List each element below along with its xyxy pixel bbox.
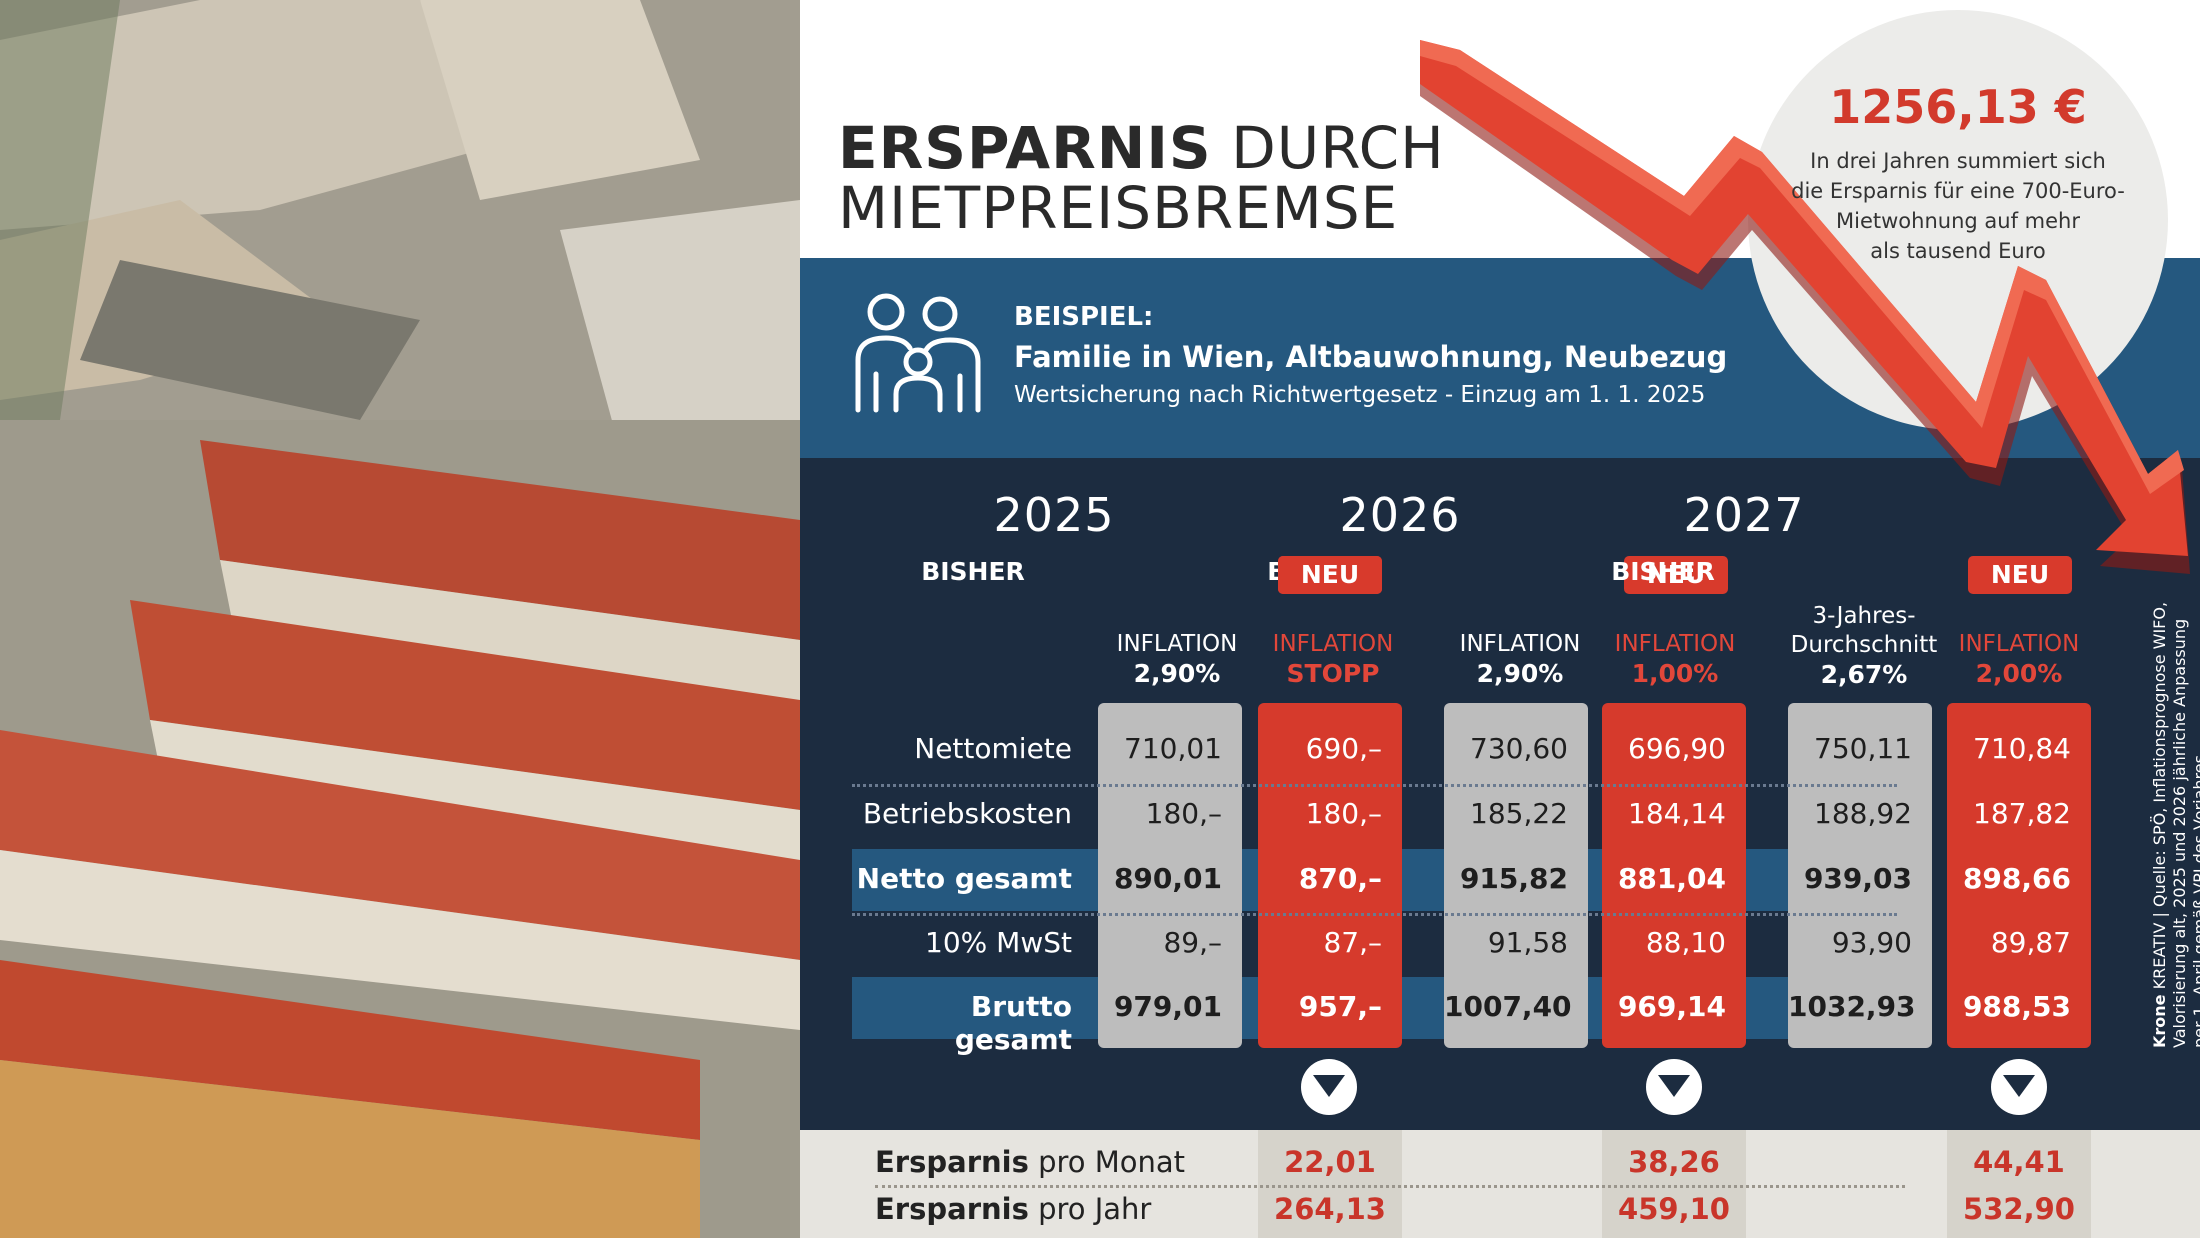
row-separator: [852, 784, 1897, 787]
table-cell: 93,90: [1831, 926, 1912, 959]
savings-monthly-2027: 44,41: [1973, 1145, 2065, 1179]
savings-yearly-label: Ersparnis pro Jahr: [875, 1192, 1152, 1226]
savings-column-2025: [1258, 1130, 1402, 1238]
inflation-neu-2026: INFLATION 1,00%: [1614, 631, 1736, 688]
row-label-betriebskosten: Betriebskosten: [862, 797, 1072, 830]
inflation-bisher-2026: INFLATION 2,90%: [1459, 631, 1581, 688]
page-title: ERSPARNIS DURCH MIETPREISBREMSE: [838, 114, 1445, 242]
table-cell: 696,90: [1628, 732, 1726, 765]
savings-yearly-2026: 459,10: [1618, 1192, 1730, 1226]
table-cell: 1032,93: [1788, 990, 1916, 1023]
table-cell: 890,01: [1113, 862, 1222, 895]
table-cell: 180,–: [1145, 797, 1222, 830]
example-title: Familie in Wien, Altbauwohnung, Neubezug: [1014, 340, 1728, 374]
inflation-bisher-2027: 3-Jahres- Durchschnitt 2,67%: [1790, 603, 1938, 689]
table-cell: 979,01: [1113, 990, 1222, 1023]
savings-monthly-2025: 22,01: [1284, 1145, 1376, 1179]
table-cell: 939,03: [1803, 862, 1912, 895]
table-cell: 988,53: [1962, 990, 2071, 1023]
example-label: BEISPIEL:: [1014, 302, 1154, 332]
column-neu-2025: [1258, 703, 1402, 1048]
down-arrow-icon: [1991, 1059, 2047, 1115]
table-cell: 870,–: [1298, 862, 1382, 895]
column-bisher-2027: [1788, 703, 1932, 1048]
table-cell: 87,–: [1323, 926, 1382, 959]
savings-yearly-2027: 532,90: [1963, 1192, 2075, 1226]
row-label-netto-gesamt: Netto gesamt: [856, 862, 1072, 895]
savings-separator: [875, 1185, 1905, 1188]
table-cell: 730,60: [1470, 732, 1568, 765]
savings-total: 1256,13 €: [1829, 80, 2087, 134]
table-cell: 91,58: [1487, 926, 1568, 959]
neu-badge-2027: NEU: [1968, 556, 2072, 594]
table-cell: 898,66: [1962, 862, 2071, 895]
table-cell: 184,14: [1628, 797, 1726, 830]
table-cell: 710,01: [1124, 732, 1222, 765]
table-cell: 915,82: [1459, 862, 1568, 895]
column-neu-2026: [1602, 703, 1746, 1048]
table-cell: 89,–: [1163, 926, 1222, 959]
table-cell: 690,–: [1305, 732, 1382, 765]
row-separator: [852, 913, 1897, 916]
source-note: Krone KREATIV | Quelle: SPÖ, Inflationsp…: [2150, 601, 2200, 1048]
savings-column-2026: [1602, 1130, 1746, 1238]
bisher-label-2027: BISHER: [1611, 557, 1715, 586]
savings-monthly-2026: 38,26: [1628, 1145, 1720, 1179]
down-arrow-icon: [1646, 1059, 1702, 1115]
row-label-nettomiete: Nettomiete: [914, 732, 1072, 765]
table-cell: 180,–: [1305, 797, 1382, 830]
neu-badge-2026: NEU: [1624, 556, 1728, 594]
table-cell: 88,10: [1645, 926, 1726, 959]
table-cell: 957,–: [1298, 990, 1382, 1023]
savings-column-2027: [1947, 1130, 2091, 1238]
table-cell: 188,92: [1814, 797, 1912, 830]
column-bisher-2025: [1098, 703, 1242, 1048]
family-icon: [855, 293, 981, 413]
table-cell: 185,22: [1470, 797, 1568, 830]
table-cell: 89,87: [1990, 926, 2071, 959]
inflation-neu-2025: INFLATION STOPP: [1272, 631, 1394, 688]
example-subtitle: Wertsicherung nach Richtwertgesetz - Ein…: [1014, 382, 1706, 408]
savings-monthly-label: Ersparnis pro Monat: [875, 1145, 1186, 1179]
table-cell: 969,14: [1617, 990, 1726, 1023]
row-label-mwst: 10% MwSt: [925, 926, 1072, 959]
table-cell: 881,04: [1617, 862, 1726, 895]
city-photo: [0, 0, 800, 1238]
table-cell: 750,11: [1814, 732, 1912, 765]
bisher-label-2025: BISHER: [921, 557, 1025, 586]
neu-badge-2025-overlay: NEU: [1278, 556, 1382, 594]
year-2026: 2026: [1339, 488, 1461, 542]
table-cell: 1007,40: [1444, 990, 1572, 1023]
inflation-neu-2027: INFLATION 2,00%: [1958, 631, 2080, 688]
down-arrow-icon: [1301, 1059, 1357, 1115]
column-bisher-2026: [1444, 703, 1588, 1048]
inflation-bisher-2025: INFLATION 2,90%: [1116, 631, 1238, 688]
row-label-brutto-gesamt: Brutto gesamt: [954, 990, 1072, 1056]
infographic-panel: 1256,13 € In drei Jahren summiert sich d…: [800, 0, 2200, 1238]
table-cell: 187,82: [1973, 797, 2071, 830]
year-2027: 2027: [1683, 488, 1805, 542]
year-2025: 2025: [993, 488, 1115, 542]
savings-yearly-2025: 264,13: [1274, 1192, 1386, 1226]
column-neu-2027: [1947, 703, 2091, 1048]
table-cell: 710,84: [1973, 732, 2071, 765]
highlight-description: In drei Jahren summiert sich die Ersparn…: [1791, 149, 2125, 263]
